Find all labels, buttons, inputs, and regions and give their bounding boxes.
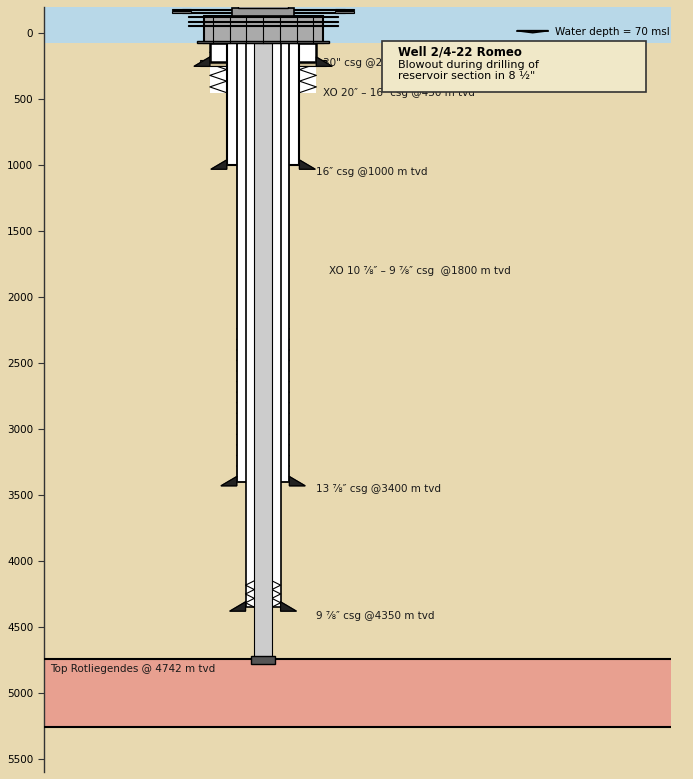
Bar [44, 7, 671, 43]
FancyBboxPatch shape [383, 41, 646, 91]
Bar [290, 152, 299, 165]
Bar [44, 659, 671, 728]
Bar [198, 41, 329, 43]
Bar [299, 47, 317, 93]
Polygon shape [194, 57, 210, 66]
Bar [182, 9, 344, 10]
Text: 30" csg @220 m tvd: 30" csg @220 m tvd [323, 58, 428, 69]
Bar [227, 152, 237, 165]
Text: 9 ⅞″ csg @4350 m tvd: 9 ⅞″ csg @4350 m tvd [317, 611, 435, 621]
Bar [251, 656, 275, 664]
Bar [44, 728, 671, 772]
Bar [227, 43, 299, 165]
Bar [231, 8, 295, 16]
Text: Blowout during drilling of
reservoir section in 8 ½": Blowout during drilling of reservoir sec… [398, 60, 538, 81]
Text: 16″ csg @1000 m tvd: 16″ csg @1000 m tvd [317, 167, 428, 177]
Polygon shape [221, 477, 237, 486]
Bar [245, 43, 281, 607]
Polygon shape [317, 57, 332, 66]
Bar [210, 47, 227, 93]
Bar [272, 581, 281, 607]
Bar [245, 581, 254, 607]
Polygon shape [211, 160, 227, 169]
Bar [200, 60, 326, 66]
Bar [238, 5, 288, 9]
Bar [335, 9, 354, 10]
Bar [237, 323, 245, 482]
Polygon shape [230, 602, 245, 611]
Bar [188, 25, 338, 26]
Bar [182, 12, 344, 13]
Text: Well 2/4-22 Romeo: Well 2/4-22 Romeo [398, 45, 522, 58]
Text: Water depth = 70 msl: Water depth = 70 msl [554, 26, 669, 37]
Text: Top Rotliegendes @ 4742 m tvd: Top Rotliegendes @ 4742 m tvd [50, 664, 215, 674]
Text: XO 20″ – 16″ csg @450 m tvd: XO 20″ – 16″ csg @450 m tvd [323, 88, 475, 97]
Bar [254, 43, 272, 659]
Bar [188, 16, 338, 17]
Bar [281, 323, 290, 482]
Bar [204, 16, 323, 43]
Text: XO 10 ⅞″ – 9 ⅞″ csg  @1800 m tvd: XO 10 ⅞″ – 9 ⅞″ csg @1800 m tvd [329, 266, 511, 276]
Polygon shape [281, 602, 297, 611]
Bar [172, 12, 191, 13]
Bar [237, 43, 290, 482]
Polygon shape [299, 160, 315, 169]
Bar [335, 12, 354, 13]
Text: 13 ⅞″ csg @3400 m tvd: 13 ⅞″ csg @3400 m tvd [317, 485, 441, 495]
Polygon shape [290, 477, 305, 486]
Bar [188, 21, 338, 22]
Bar [210, 43, 317, 62]
Bar [172, 9, 191, 10]
